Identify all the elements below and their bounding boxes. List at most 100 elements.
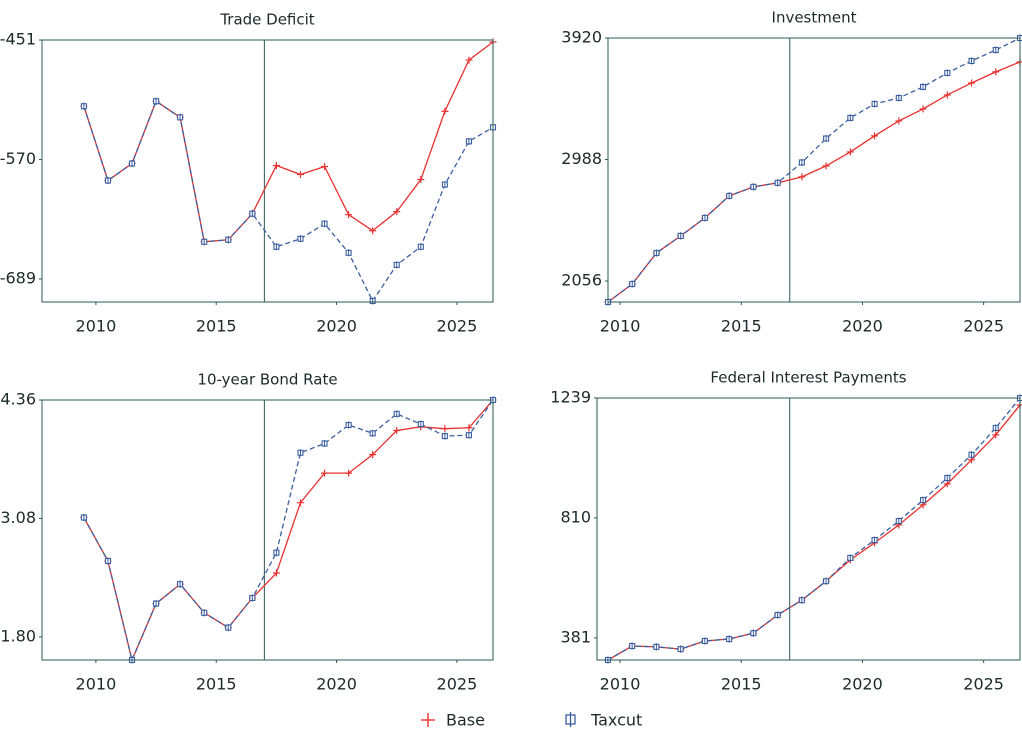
x-tick-label: 2025 — [437, 317, 478, 336]
x-tick-label: 2015 — [196, 675, 237, 694]
point — [774, 611, 781, 619]
point — [153, 600, 160, 608]
point — [653, 643, 660, 651]
point — [201, 609, 208, 617]
point — [225, 236, 232, 244]
plot-frame — [607, 37, 1021, 303]
point — [968, 451, 975, 459]
marker — [798, 173, 806, 181]
point — [895, 117, 903, 125]
marker — [1016, 58, 1022, 66]
series-line — [83, 100, 494, 303]
point — [992, 68, 1000, 76]
plot-frame — [596, 397, 1021, 661]
point — [871, 100, 878, 108]
x-tick-label: 2010 — [76, 317, 117, 336]
point — [80, 514, 87, 522]
series-line — [607, 61, 1021, 303]
point — [201, 238, 208, 246]
point — [393, 410, 400, 418]
point — [823, 135, 830, 143]
marker — [441, 425, 449, 433]
x-tick-label: 2020 — [316, 317, 357, 336]
point — [895, 517, 902, 525]
point — [726, 192, 733, 200]
point — [629, 280, 636, 288]
point — [393, 427, 401, 435]
point — [726, 635, 733, 643]
point — [465, 56, 473, 64]
point — [944, 69, 951, 77]
legend: Base Taxcut — [421, 711, 642, 730]
marker — [321, 162, 329, 170]
marker — [943, 480, 951, 488]
point — [369, 297, 376, 305]
point — [272, 569, 280, 577]
point — [992, 46, 999, 54]
y-tick-label: 2056 — [561, 271, 602, 290]
y-tick-label: -451 — [0, 30, 36, 49]
y-tick-label: 381 — [560, 627, 591, 646]
y-tick-label: 2988 — [561, 149, 602, 168]
point — [701, 637, 708, 645]
point — [296, 171, 304, 179]
x-tick-label: 2025 — [963, 317, 1004, 336]
marker — [369, 227, 377, 235]
y-tick-label: 3920 — [561, 28, 602, 47]
point — [297, 235, 304, 243]
point — [677, 232, 684, 240]
point — [273, 243, 280, 251]
point — [919, 496, 927, 504]
marker — [846, 148, 854, 156]
point — [629, 642, 636, 650]
marker — [321, 469, 329, 477]
point — [417, 420, 424, 428]
series — [604, 58, 1022, 306]
point — [104, 557, 111, 565]
point — [822, 162, 830, 170]
point — [321, 469, 329, 477]
point — [465, 137, 472, 145]
point — [774, 179, 781, 187]
point — [369, 227, 377, 235]
marker — [393, 427, 401, 435]
point — [847, 554, 854, 562]
plot-frame — [41, 399, 494, 661]
point — [823, 577, 830, 585]
marker — [943, 91, 951, 99]
point — [847, 114, 854, 122]
point — [417, 176, 425, 184]
x-tick-label: 2010 — [600, 675, 641, 694]
point — [345, 421, 352, 429]
point — [369, 429, 376, 437]
point — [345, 249, 352, 257]
point — [750, 183, 757, 191]
marker — [465, 424, 473, 432]
y-tick-label: 4.36 — [0, 390, 36, 409]
point — [297, 449, 304, 457]
y-tick-label: 3.08 — [0, 508, 36, 527]
point — [273, 549, 280, 557]
marker — [871, 132, 879, 140]
series-line — [607, 397, 1021, 661]
point — [944, 474, 951, 482]
point — [653, 249, 660, 257]
x-tick-label: 2025 — [437, 675, 478, 694]
point — [798, 159, 805, 167]
point — [919, 105, 927, 113]
series — [80, 396, 497, 664]
point — [225, 624, 232, 632]
marker — [992, 68, 1000, 76]
point — [177, 113, 184, 121]
series-line — [607, 37, 1021, 303]
point — [369, 451, 377, 459]
x-tick-label: 2010 — [600, 317, 641, 336]
marker — [992, 431, 1000, 439]
marker — [441, 107, 449, 115]
marker — [895, 117, 903, 125]
point — [701, 214, 708, 222]
marker — [272, 161, 280, 169]
x-tick-label: 2015 — [721, 675, 762, 694]
plot-frame — [41, 39, 494, 303]
